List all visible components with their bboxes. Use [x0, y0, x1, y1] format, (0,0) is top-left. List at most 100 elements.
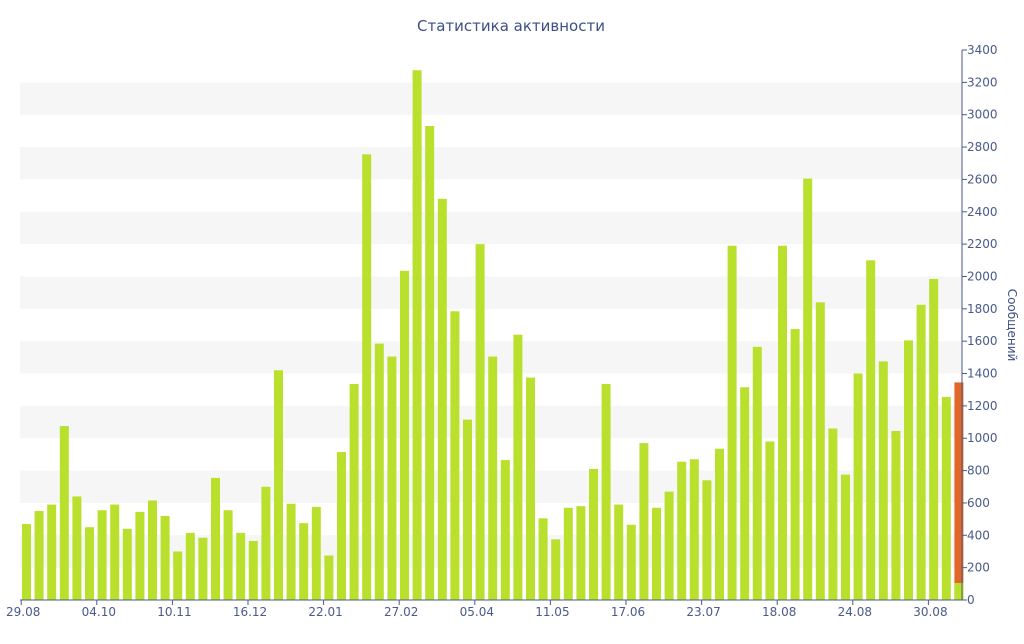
x-tick-label: 05.04 [460, 605, 494, 619]
bar [463, 419, 472, 600]
bar [677, 461, 687, 600]
y-tick-label: 3000 [967, 108, 998, 122]
y-tick-label: 1400 [967, 367, 998, 381]
y-tick-label: 1200 [967, 399, 998, 413]
bar [866, 260, 876, 600]
bar [790, 329, 800, 600]
bar [513, 334, 523, 600]
bar-current [954, 382, 964, 600]
bar [72, 496, 82, 600]
y-axis-label: Сообщений [1005, 289, 1019, 362]
bar [891, 430, 901, 600]
x-tick-label: 27.02 [384, 605, 418, 619]
x-tick-label: 04.10 [82, 605, 116, 619]
x-tick-label: 30.08 [913, 605, 947, 619]
y-tick-label: 2000 [967, 269, 998, 283]
bar [828, 428, 838, 600]
bar [551, 539, 561, 600]
bar [526, 377, 535, 600]
bar-series [22, 70, 964, 601]
bar [765, 441, 775, 600]
y-tick-label: 1000 [967, 431, 998, 445]
y-tick-label: 2600 [967, 172, 998, 186]
bar [85, 527, 94, 600]
bar [400, 270, 409, 600]
bar [362, 154, 372, 600]
x-tick-label: 18.08 [762, 605, 796, 619]
x-tick-label: 16.12 [233, 605, 267, 619]
y-tick-label: 3400 [967, 43, 998, 57]
bar [97, 510, 107, 600]
bar [740, 387, 750, 600]
bar [916, 304, 926, 600]
bar [652, 507, 661, 600]
bar [34, 511, 44, 600]
bar [576, 506, 586, 600]
bar [500, 460, 510, 600]
bar-current-base [954, 583, 964, 600]
y-tick-label: 800 [967, 464, 990, 478]
bar [59, 426, 69, 600]
bar [135, 511, 145, 600]
x-tick-label: 29.08 [6, 605, 40, 619]
chart-title: Статистика активности [417, 17, 605, 35]
y-tick-label: 1600 [967, 334, 998, 348]
bar [488, 356, 498, 600]
bar [337, 451, 346, 600]
bar [475, 244, 485, 600]
bar [299, 523, 309, 600]
bar [349, 384, 359, 600]
bar [941, 396, 951, 600]
bar [841, 474, 850, 600]
bar [904, 340, 913, 600]
bar [122, 528, 132, 600]
bar [664, 491, 674, 600]
bar [437, 198, 447, 600]
y-tick-label: 0 [967, 593, 975, 607]
x-tick-label: 10.11 [157, 605, 191, 619]
bar [173, 551, 183, 600]
bar [929, 278, 939, 600]
bar [563, 507, 573, 600]
y-axis-ticks: 0 200 400 600 800 1000 1200 1400 1600 1800 2000 220… [962, 43, 998, 607]
bar [185, 532, 195, 600]
bar [261, 486, 271, 600]
bar [311, 506, 321, 600]
bar [412, 70, 422, 601]
bar [22, 523, 31, 600]
bar [752, 346, 762, 600]
bar [702, 480, 712, 600]
y-tick-label: 600 [967, 496, 990, 510]
bar [601, 384, 611, 600]
bar [110, 504, 120, 600]
bar [223, 510, 233, 600]
bar [160, 515, 170, 600]
y-tick-label: 200 [967, 561, 990, 575]
grid-band [20, 211, 962, 245]
x-axis-ticks: 29.08 04.10 10.11 16.12 22.01 27.02 05.04 11.05… [6, 600, 948, 619]
bar [803, 178, 813, 600]
bar [639, 443, 649, 600]
bar [236, 532, 246, 600]
bar [286, 503, 296, 600]
grid-band [20, 82, 962, 115]
bar [148, 500, 157, 600]
bar [689, 459, 699, 600]
bar [47, 504, 57, 600]
bar [815, 302, 825, 600]
bar [778, 245, 787, 600]
x-tick-label: 22.01 [308, 605, 342, 619]
bar [727, 245, 737, 600]
bar [198, 537, 208, 600]
y-tick-label: 2400 [967, 205, 998, 219]
x-tick-label: 17.06 [611, 605, 645, 619]
y-tick-label: 2800 [967, 140, 998, 154]
bar [626, 524, 636, 600]
grid-band [20, 147, 962, 180]
y-tick-label: 3200 [967, 75, 998, 89]
x-tick-label: 23.07 [686, 605, 720, 619]
bar [324, 555, 334, 600]
x-tick-label: 24.08 [838, 605, 872, 619]
y-tick-label: 1800 [967, 302, 998, 316]
